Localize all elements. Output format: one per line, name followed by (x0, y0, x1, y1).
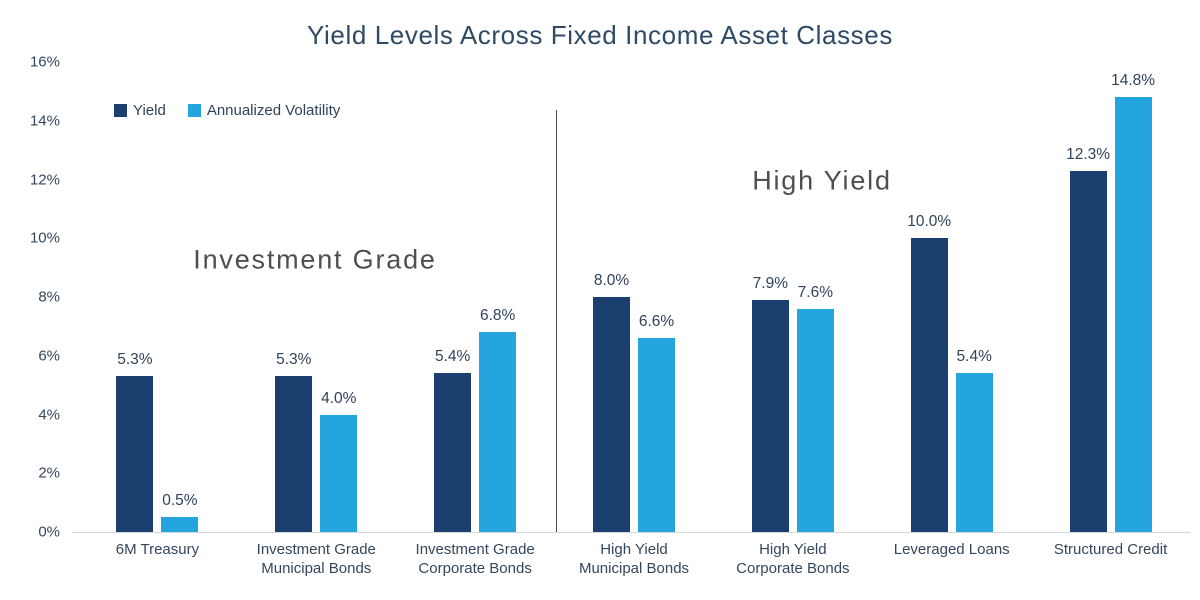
y-tick-label: 12% (29, 171, 60, 188)
bar-yield (593, 297, 630, 532)
y-tick-label: 4% (38, 406, 60, 423)
chart-title: Yield Levels Across Fixed Income Asset C… (307, 20, 893, 50)
volatility-value-label: 4.0% (321, 389, 357, 407)
bar-yield (434, 373, 472, 532)
yield-value-label: 12.3% (1066, 145, 1111, 163)
x-axis-label: Leveraged Loans (893, 541, 1010, 558)
legend: Yield Annualized Volatility (114, 102, 340, 119)
bar-volatility (1114, 97, 1152, 532)
y-tick-label: 0% (38, 523, 60, 541)
yield-value-label: 5.3% (276, 351, 312, 369)
bar-volatility (638, 338, 675, 532)
section-divider-line (556, 110, 557, 532)
y-tick-label: 2% (38, 464, 60, 482)
y-tick-label: 8% (38, 288, 60, 306)
bar-volatility (955, 373, 993, 532)
volatility-legend-swatch (187, 104, 201, 117)
x-axis-label: 6M Treasury (115, 541, 200, 558)
volatility-value-label: 7.6% (797, 283, 834, 301)
volatility-value-label: 6.8% (479, 307, 516, 325)
x-axis-label: Structured Credit (1053, 541, 1168, 558)
yield-value-label: 5.3% (117, 351, 153, 369)
volatility-legend-label: Annualized Volatility (206, 102, 341, 119)
bar-volatility (320, 414, 358, 532)
yield-value-label: 7.9% (752, 274, 789, 292)
legend-item-volatility: Annualized Volatility (187, 102, 341, 119)
volatility-value-label: 0.5% (162, 492, 198, 510)
volatility-value-label: 5.4% (956, 348, 992, 366)
x-axis-line (72, 532, 1190, 533)
yield-value-label: 5.4% (434, 348, 471, 366)
bar-volatility (796, 308, 834, 532)
y-tick-label: 14% (29, 112, 60, 130)
bar-yield (275, 376, 313, 532)
yield-legend-swatch (114, 104, 127, 117)
yield-value-label: 8.0% (593, 272, 630, 289)
x-axis-label: Investment Grade Municipal Bonds (256, 541, 376, 577)
x-axis: 6M Treasury Investment Grade Municipal Bon… (78, 540, 1190, 590)
yield-legend-label: Yield (133, 102, 166, 119)
yield-value-label: 10.0% (907, 213, 952, 231)
x-axis-label: High Yield Municipal Bonds (578, 541, 690, 577)
y-axis: 0% 2% 4% 6% 8% 10% 12% 14% 16% (0, 54, 60, 541)
bar-volatility (161, 517, 199, 532)
plot-area: 5.3% 0.5% 5.3% 4.0% 5.4% 6.8% 8.0% 6.6% 7.9% 7.6%… (78, 62, 1190, 532)
bar-yield (751, 299, 789, 532)
volatility-value-label: 14.8% (1111, 72, 1156, 90)
bar-yield (910, 238, 948, 532)
y-tick-label: 6% (38, 347, 60, 365)
bar-yield (1069, 170, 1107, 532)
bar-yield (116, 376, 154, 532)
y-tick-label: 16% (29, 53, 60, 71)
y-tick-label: 10% (29, 229, 60, 247)
x-axis-label: Investment Grade Corporate Bonds (415, 541, 535, 577)
x-axis-label: High Yield Corporate Bonds (736, 541, 850, 577)
bar-volatility (479, 332, 517, 532)
legend-item-yield: Yield (114, 102, 166, 119)
volatility-value-label: 6.6% (638, 313, 675, 331)
